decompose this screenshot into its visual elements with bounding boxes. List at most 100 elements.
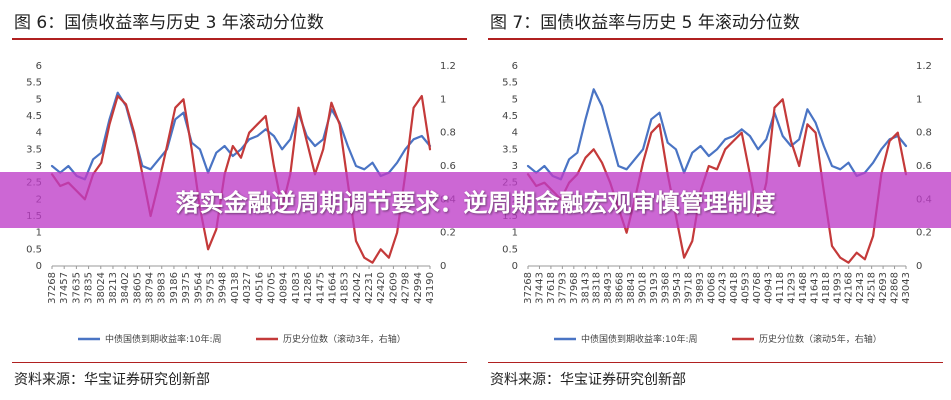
x-tick-label: 37968	[569, 272, 580, 304]
percentile-series-line	[526, 98, 908, 264]
x-tick-label: 40516	[254, 272, 265, 304]
y-right-tick-label: 0	[916, 261, 922, 272]
y-left-tick-label: 6	[512, 61, 518, 72]
x-tick-label: 40327	[242, 272, 253, 304]
x-tick-label: 39018	[638, 272, 649, 304]
legend-label: 历史分位数（滚动3年，右轴）	[283, 333, 406, 345]
percentile-series-line	[50, 94, 432, 264]
y-left-tick-label: 5	[36, 94, 42, 105]
x-tick-label: 38983	[157, 272, 168, 304]
figure-6-title: 图 6：国债收益率与历史 3 年滚动分位数	[14, 13, 324, 33]
x-tick-label: 41468	[798, 272, 809, 304]
x-tick-label: 38493	[603, 272, 614, 304]
x-tick-label: 38143	[580, 272, 591, 304]
figure-7-title: 图 7：国债收益率与历史 5 年滚动分位数	[490, 13, 800, 33]
y-left-tick-label: 5	[512, 94, 518, 105]
x-tick-label: 41286	[303, 272, 314, 304]
y-right-tick-label: 1	[916, 94, 922, 105]
y-left-tick-label: 0	[36, 261, 42, 272]
figure-6-top-rule	[12, 38, 467, 40]
x-tick-label: 38794	[145, 272, 156, 304]
y-right-tick-label: 0	[440, 261, 446, 272]
legend-label: 历史分位数（滚动5年，右轴）	[759, 333, 882, 345]
y-left-tick-label: 0.5	[26, 244, 42, 255]
x-tick-label: 38213	[108, 272, 119, 304]
y-right-tick-label: 0.6	[440, 161, 456, 172]
x-tick-label: 41293	[786, 272, 797, 304]
x-tick-label: 41083	[291, 272, 302, 304]
x-tick-label: 42693	[878, 272, 889, 304]
y-left-tick-label: 3	[36, 161, 42, 172]
x-tick-label: 42168	[844, 272, 855, 304]
x-tick-label: 42798	[401, 272, 412, 304]
figure-6-bottom-rule	[12, 362, 467, 363]
y-right-tick-label: 1.2	[440, 61, 456, 72]
x-tick-label: 37268	[47, 272, 58, 304]
x-tick-label: 40768	[752, 272, 763, 304]
figure-7-top-rule	[488, 38, 943, 40]
y-left-tick-label: 4	[512, 128, 518, 139]
legend-label: 中债国债到期收益率:10年:周	[105, 333, 222, 345]
y-left-tick-label: 0	[512, 261, 518, 272]
x-tick-label: 41643	[809, 272, 820, 304]
x-tick-label: 39564	[193, 272, 204, 304]
y-right-tick-label: 0.2	[440, 228, 456, 239]
x-tick-label: 42609	[388, 272, 399, 304]
y-right-tick-label: 0.8	[440, 128, 456, 139]
x-tick-label: 37793	[557, 272, 568, 304]
x-tick-label: 39186	[169, 272, 180, 304]
x-tick-label: 40138	[230, 272, 241, 304]
x-tick-label: 39543	[672, 272, 683, 304]
x-tick-label: 39948	[218, 272, 229, 304]
y-right-tick-label: 1	[440, 94, 446, 105]
x-tick-label: 42231	[364, 272, 375, 304]
x-tick-label: 40705	[266, 272, 277, 304]
x-tick-label: 37443	[534, 272, 545, 304]
x-tick-label: 42518	[867, 272, 878, 304]
figure-6-source: 资料来源：华宝证券研究创新部	[14, 372, 210, 388]
y-left-tick-label: 3.5	[26, 144, 42, 155]
x-tick-label: 38605	[132, 272, 143, 304]
x-tick-label: 39193	[649, 272, 660, 304]
x-tick-label: 42042	[352, 272, 363, 304]
y-left-tick-label: 4.5	[502, 111, 518, 122]
y-left-tick-label: 5.5	[502, 78, 518, 89]
y-right-tick-label: 0.8	[916, 128, 932, 139]
x-tick-label: 42420	[376, 272, 387, 304]
x-tick-label: 41818	[821, 272, 832, 304]
y-right-tick-label: 0.6	[916, 161, 932, 172]
x-tick-label: 40243	[718, 272, 729, 304]
y-left-tick-label: 1	[512, 228, 518, 239]
figure-7-bottom-rule	[488, 362, 943, 363]
y-left-tick-label: 6	[36, 61, 42, 72]
yield-series-line	[50, 91, 432, 181]
headline-banner: 落实金融逆周期调节要求：逆周期金融宏观审慎管理制度	[0, 172, 951, 228]
x-tick-label: 39368	[660, 272, 671, 304]
x-tick-label: 41475	[315, 272, 326, 304]
yield-series-line	[526, 88, 908, 181]
x-tick-label: 42343	[855, 272, 866, 304]
x-tick-label: 42994	[413, 272, 424, 304]
x-tick-label: 38024	[96, 272, 107, 304]
x-tick-label: 40418	[729, 272, 740, 304]
y-right-tick-label: 1.2	[916, 61, 932, 72]
legend-label: 中债国债到期收益率:10年:周	[581, 333, 698, 345]
x-tick-label: 38843	[626, 272, 637, 304]
x-tick-label: 38402	[120, 272, 131, 304]
y-left-tick-label: 4.5	[26, 111, 42, 122]
headline-text: 落实金融逆周期调节要求：逆周期金融宏观审慎管理制度	[175, 188, 776, 217]
x-tick-label: 39893	[695, 272, 706, 304]
x-tick-label: 39753	[206, 272, 217, 304]
x-tick-label: 40894	[279, 272, 290, 304]
x-tick-label: 38668	[615, 272, 626, 304]
x-tick-label: 42868	[890, 272, 901, 304]
y-left-tick-label: 0.5	[502, 244, 518, 255]
y-left-tick-label: 5.5	[26, 78, 42, 89]
x-tick-label: 39375	[181, 272, 192, 304]
x-tick-label: 37457	[59, 272, 70, 304]
y-left-tick-label: 3	[512, 161, 518, 172]
x-tick-label: 39718	[683, 272, 694, 304]
x-tick-label: 41118	[775, 272, 786, 304]
figure-7-source: 资料来源：华宝证券研究创新部	[490, 372, 686, 388]
x-tick-label: 37268	[523, 272, 534, 304]
